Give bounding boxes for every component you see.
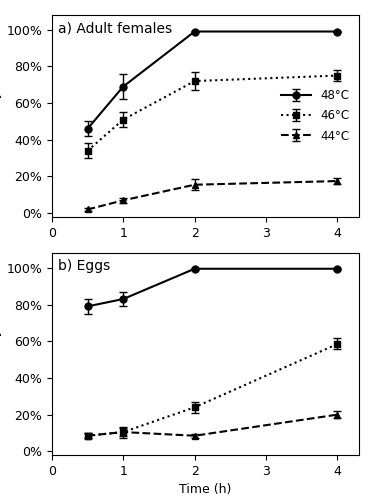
Text: b) Eggs: b) Eggs [58,259,110,273]
Y-axis label: Mortality: Mortality [0,326,1,382]
Legend: 48°C, 46°C, 44°C: 48°C, 46°C, 44°C [278,86,353,146]
Y-axis label: Mortality: Mortality [0,88,1,144]
Text: a) Adult females: a) Adult females [58,21,172,35]
X-axis label: Time (h): Time (h) [179,484,232,496]
